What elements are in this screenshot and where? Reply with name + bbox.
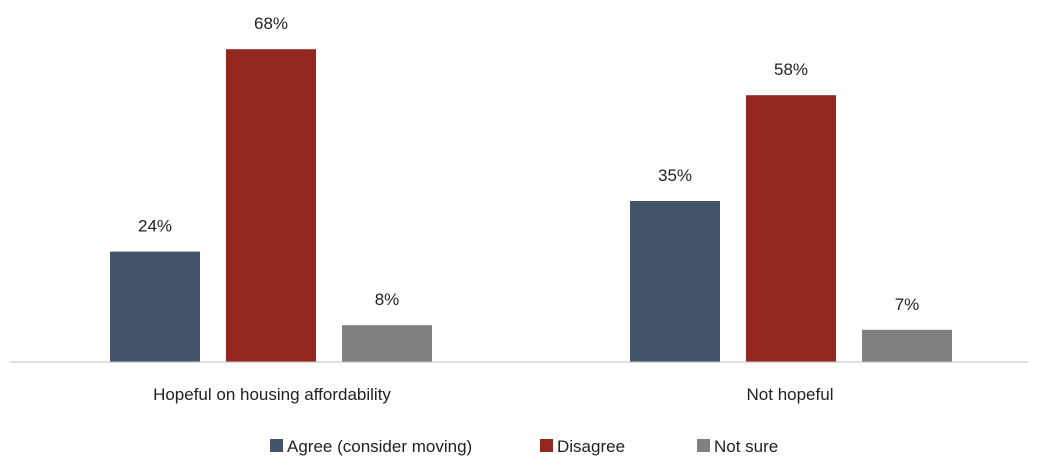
- bar-disagree-0: [226, 49, 316, 362]
- data-label-disagree-1: 58%: [774, 60, 808, 79]
- bar-not-sure-1: [862, 329, 952, 362]
- legend-swatch-agree: [270, 439, 283, 452]
- bar-disagree-1: [746, 95, 836, 362]
- data-label-not-sure-0: 8%: [375, 290, 400, 309]
- legend: Agree (consider moving) Disagree Not sur…: [270, 437, 778, 456]
- legend-swatch-disagree: [540, 439, 553, 452]
- data-label-agree-consider-moving-1: 35%: [658, 166, 692, 185]
- data-label-not-sure-1: 7%: [895, 295, 920, 314]
- bars-layer: [110, 49, 952, 362]
- category-label-hopeful: Hopeful on housing affordability: [153, 385, 391, 404]
- bar-agree-consider-moving-0: [110, 251, 200, 362]
- legend-label-agree: Agree (consider moving): [287, 437, 472, 456]
- category-label-not-hopeful: Not hopeful: [747, 385, 834, 404]
- legend-label-disagree: Disagree: [557, 437, 625, 456]
- data-label-disagree-0: 68%: [254, 14, 288, 33]
- bar-agree-consider-moving-1: [630, 201, 720, 362]
- category-labels-layer: Hopeful on housing affordability Not hop…: [153, 385, 833, 404]
- legend-label-not-sure: Not sure: [714, 437, 778, 456]
- data-label-agree-consider-moving-0: 24%: [138, 217, 172, 236]
- legend-swatch-not-sure: [697, 439, 710, 452]
- bar-not-sure-0: [342, 325, 432, 362]
- data-labels-layer: 24% 35% 68% 58% 8% 7%: [138, 14, 919, 314]
